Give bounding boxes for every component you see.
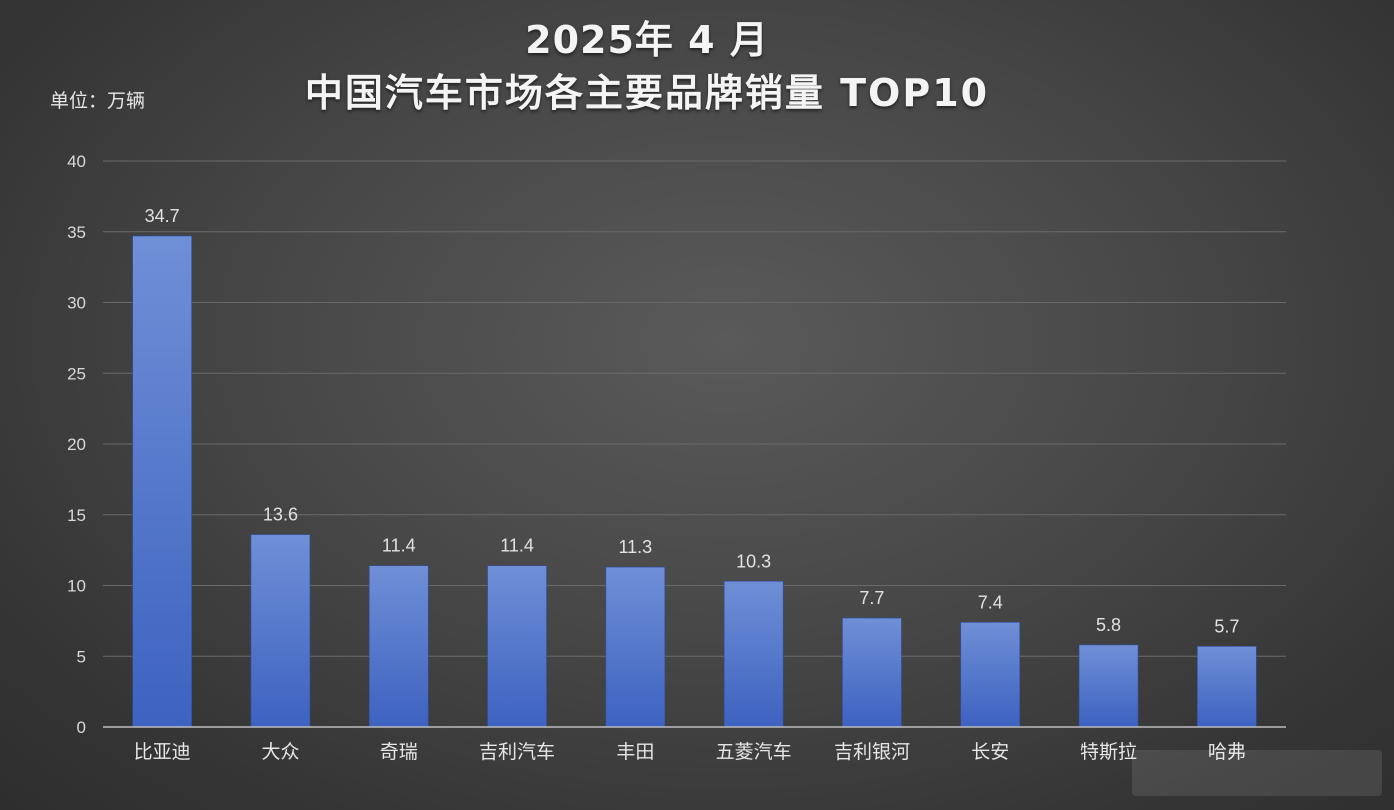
data-label: 5.8 [1096,615,1121,635]
bar [605,566,666,728]
x-category-label: 哈弗 [1208,741,1246,763]
bar [368,565,429,728]
bar [250,534,311,728]
y-tick-label: 0 [77,718,86,737]
y-tick-label: 20 [67,435,86,454]
y-tick-label: 15 [67,506,86,525]
bar [960,621,1021,728]
y-tick-label: 25 [67,364,86,383]
bar [487,565,547,728]
bar [1197,646,1257,728]
y-tick-label: 30 [67,294,86,313]
x-category-label: 长安 [971,741,1009,763]
x-category-label: 大众 [261,741,299,763]
bar [132,235,192,728]
data-label: 5.7 [1214,616,1239,636]
chart-title-line2: 中国汽车市场各主要品牌销量 TOP10 [304,71,990,115]
data-label: 13.6 [263,505,298,525]
x-category-label: 吉利银河 [834,741,910,763]
bar [723,580,784,728]
bars [132,235,1257,728]
x-category-label: 丰田 [616,741,654,763]
value-labels: 34.7 13.6 11.4 11.4 11.3 10.3 7.7 7.4 5.8 5.7 [145,206,1240,636]
y-tick-label: 40 [67,152,86,171]
data-label: 7.4 [978,592,1003,612]
y-tick-label: 35 [67,223,86,242]
unit-label: 单位：万辆 [50,90,146,112]
x-category-label: 吉利汽车 [479,741,555,763]
x-category-label: 奇瑞 [380,741,418,763]
data-label: 11.4 [382,536,416,556]
x-category-label: 比亚迪 [134,741,191,763]
chart-title-line1: 2025年 4 月 [525,18,769,62]
x-category-label: 五菱汽车 [716,741,792,763]
data-label: 7.7 [859,588,884,608]
y-axis-ticks: 0 5 10 15 20 25 30 35 40 [67,152,86,737]
y-tick-label: 10 [67,577,86,596]
data-label: 10.3 [736,551,771,571]
data-label: 11.3 [618,537,652,557]
x-axis-labels: 比亚迪 大众 奇瑞 吉利汽车 丰田 五菱汽车 吉利银河 长安 特斯拉 哈弗 [134,741,1246,763]
y-tick-label: 5 [77,647,86,666]
data-label: 34.7 [145,206,180,226]
watermark-overlay [1132,750,1382,796]
x-category-label: 特斯拉 [1080,741,1137,763]
bar [842,617,902,728]
data-label: 11.4 [500,536,534,556]
bar [1078,644,1139,728]
chart-title: 2025年 4 月 中国汽车市场各主要品牌销量 TOP10 [0,14,1294,120]
